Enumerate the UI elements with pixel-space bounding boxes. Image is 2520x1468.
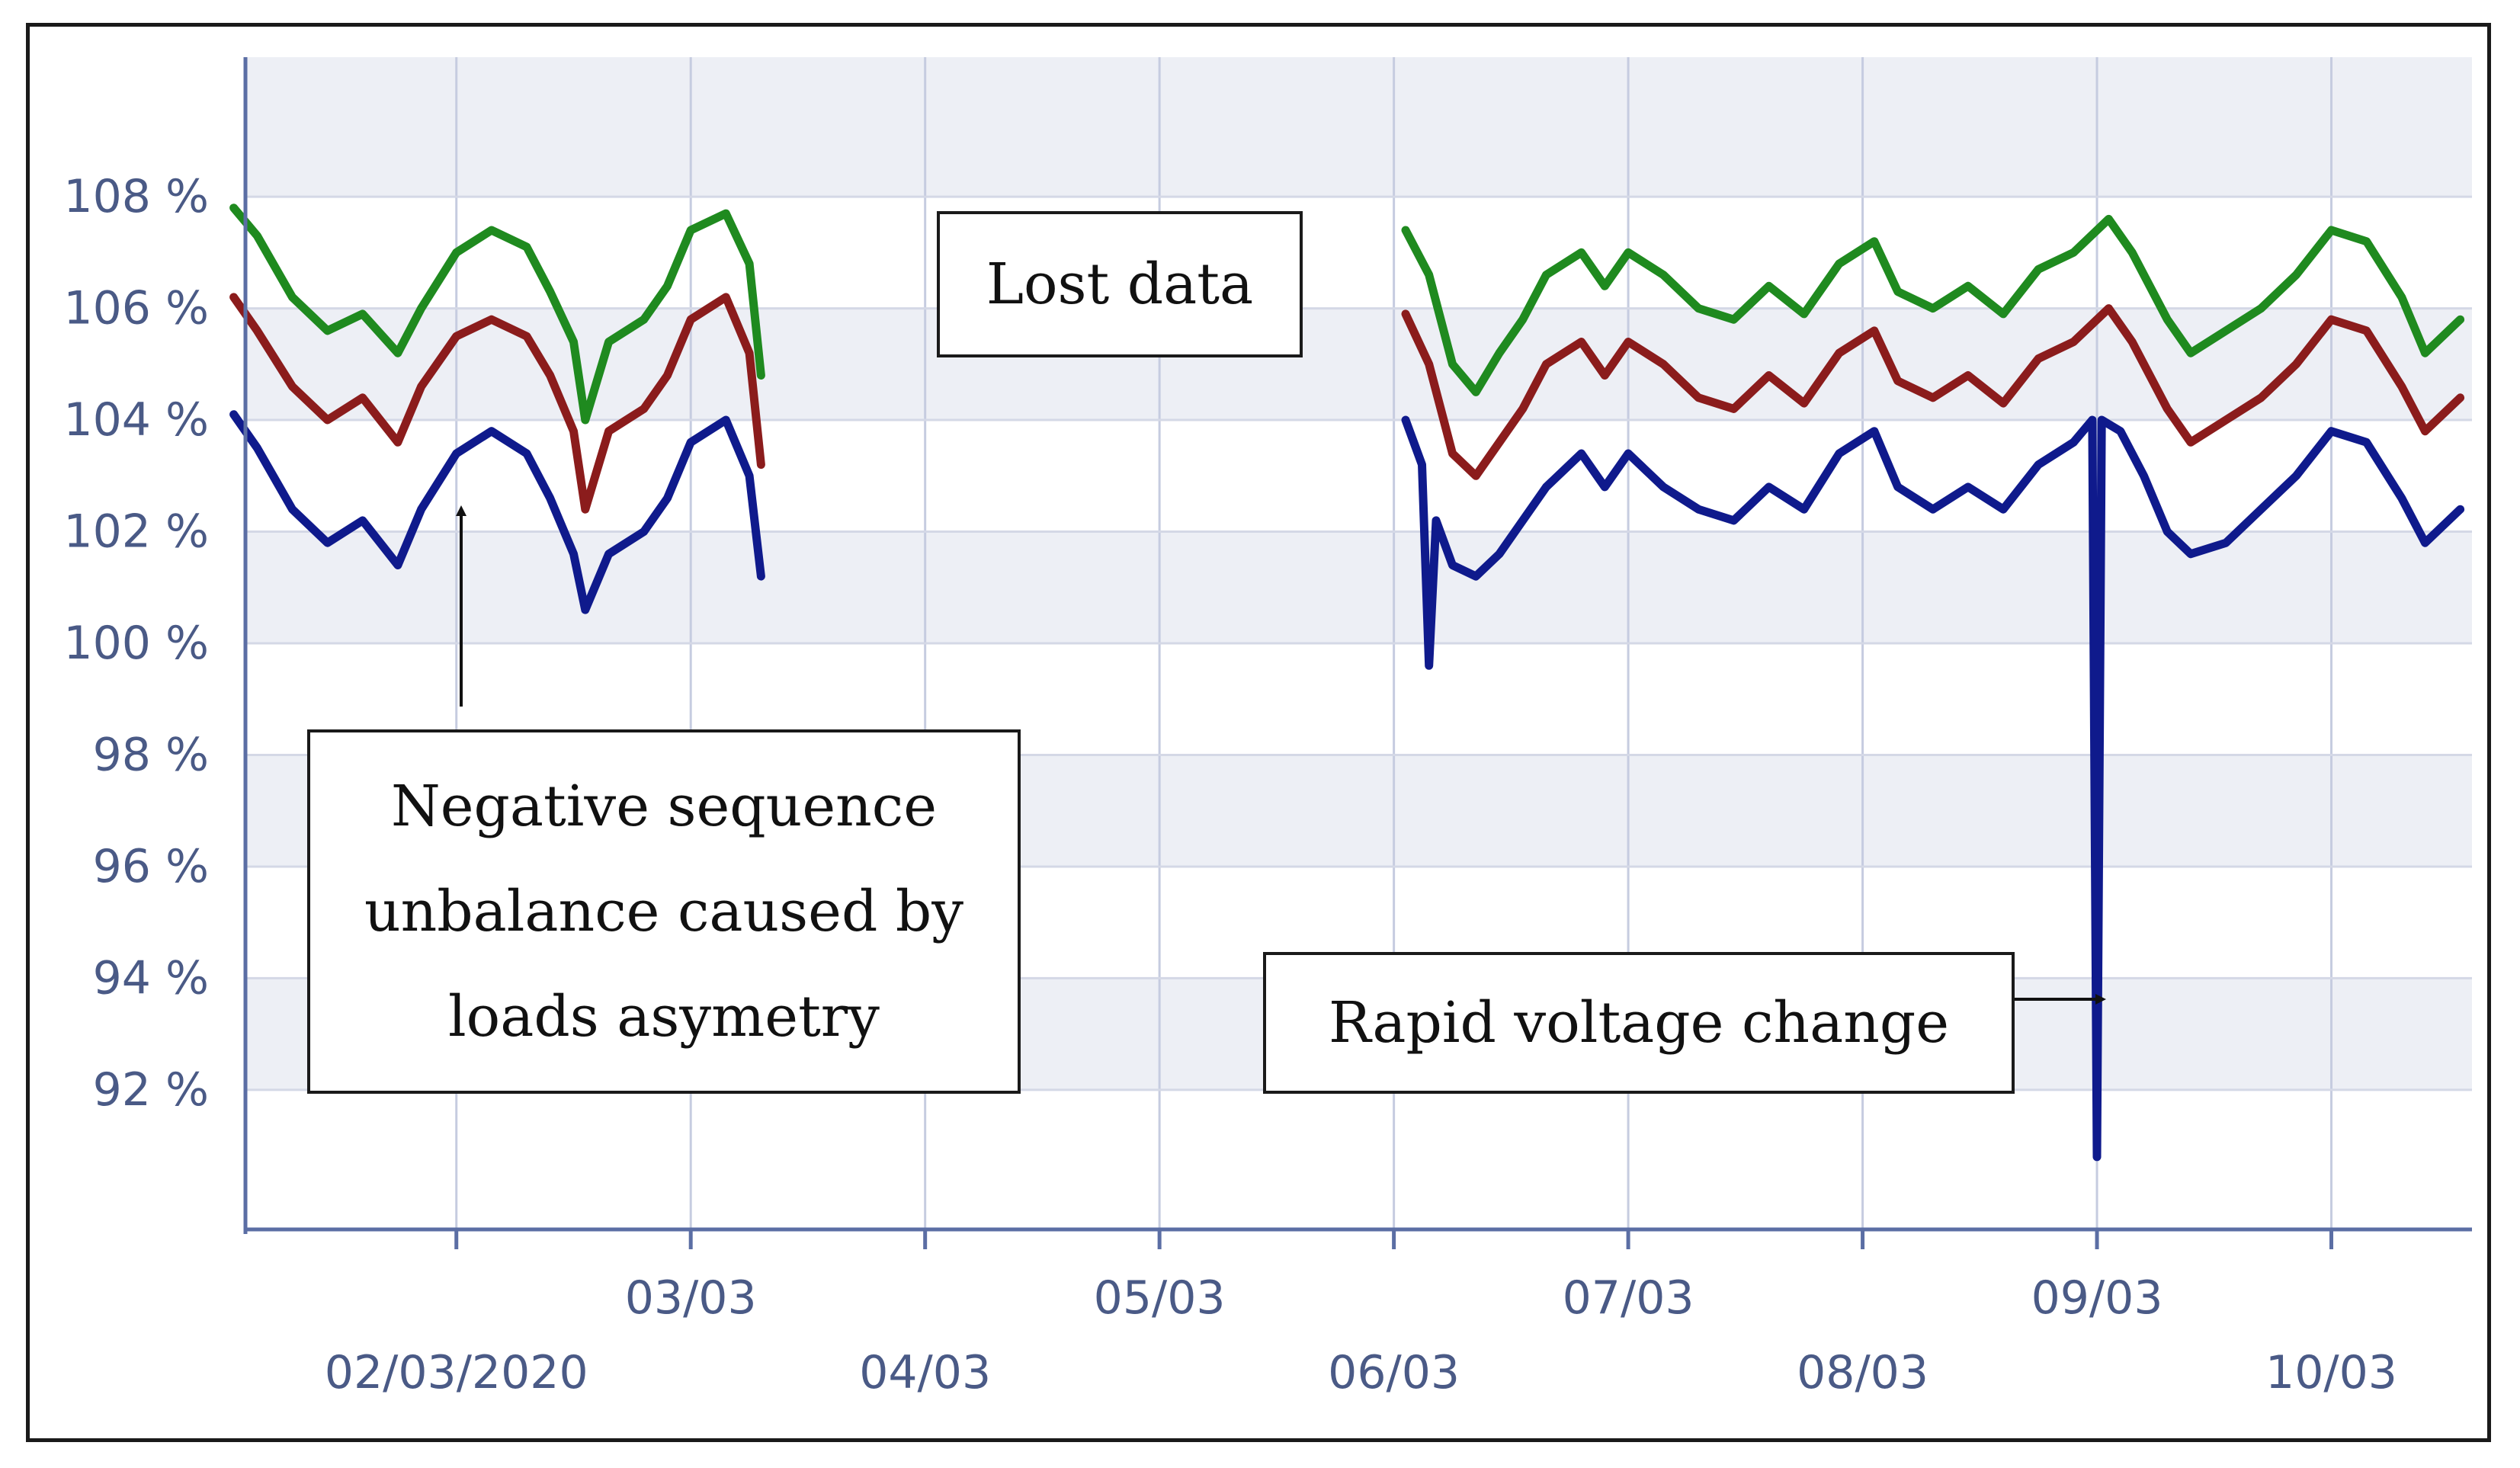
series-line-1 xyxy=(229,204,2465,425)
y-tick-label: 98 % xyxy=(93,728,209,781)
y-tick-label: 104 % xyxy=(63,393,209,447)
x-tick-label-upper: 03/03 xyxy=(625,1271,757,1325)
unbalance-line-3: loads asymetry xyxy=(448,984,880,1050)
chart-frame: 108 % 106 % 104 % 102 % 100 % 98 % 96 % 94 % 92 … xyxy=(26,23,2491,1442)
x-tick-label-lower: 10/03 xyxy=(2265,1346,2397,1399)
y-tick-label: 106 % xyxy=(63,282,209,335)
unbalance-callout: Negative sequence unbalance caused by lo… xyxy=(307,729,1021,1094)
y-tick-label: 94 % xyxy=(93,951,209,1005)
x-tick-label-lower: 06/03 xyxy=(1328,1346,1460,1399)
x-tick-label-upper: 07/03 xyxy=(1563,1271,1694,1325)
y-tick-labels: 108 % 106 % 104 % 102 % 100 % 98 % 96 % 94 % 92 … xyxy=(63,170,209,1117)
lost-data-text: Lost data xyxy=(986,252,1254,317)
y-tick-label: 92 % xyxy=(93,1063,209,1117)
background-band xyxy=(245,57,2472,197)
series-line-3 xyxy=(229,410,2465,1162)
y-tick-label: 108 % xyxy=(63,170,209,223)
x-tick-labels: 03/03 05/03 07/03 09/03 02/03/2020 04/03 06/03… xyxy=(325,1271,2397,1399)
x-tick-label-lower: 04/03 xyxy=(859,1346,991,1399)
series-layer xyxy=(229,204,2465,1162)
rapid-voltage-callout: Rapid voltage change xyxy=(1263,952,2015,1094)
x-tick-label-upper: 09/03 xyxy=(2031,1271,2163,1325)
background-band xyxy=(245,308,2472,421)
x-tick-label-lower: 08/03 xyxy=(1797,1346,1928,1399)
rapid-voltage-text: Rapid voltage change xyxy=(1328,990,1950,1056)
unbalance-line-1: Negative sequence xyxy=(390,774,938,839)
y-tick-label: 102 % xyxy=(63,505,209,559)
unbalance-line-2: unbalance caused by xyxy=(364,879,964,944)
axes xyxy=(243,57,2472,1249)
x-tick-label-upper: 05/03 xyxy=(1094,1271,1226,1325)
x-tick-label-lower: 02/03/2020 xyxy=(325,1346,588,1399)
series-line-2 xyxy=(229,293,2465,514)
y-tick-label: 100 % xyxy=(63,617,209,670)
lost-data-callout: Lost data xyxy=(937,211,1303,357)
y-tick-label: 96 % xyxy=(93,840,209,893)
